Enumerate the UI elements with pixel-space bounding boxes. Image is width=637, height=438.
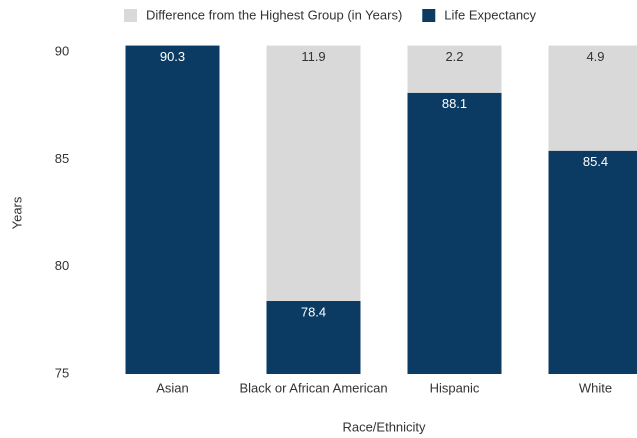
x-tick-label: Hispanic <box>430 380 480 395</box>
y-tick-label: 90 <box>55 43 69 58</box>
x-tick-label: White <box>579 380 612 395</box>
data-label: 11.9 <box>301 49 325 64</box>
legend-swatch <box>422 9 436 22</box>
legend-label: Difference from the Highest Group (in Ye… <box>146 7 402 22</box>
data-label: 2.2 <box>445 49 463 64</box>
x-tick-label: Black or African American <box>239 380 387 395</box>
bar-segment <box>125 45 220 375</box>
bar-segment <box>407 92 502 374</box>
bar-segment <box>548 45 637 151</box>
x-tick-label: Asian <box>156 380 189 395</box>
data-label: 90.3 <box>160 49 185 64</box>
bar-segment <box>266 45 361 302</box>
y-tick-label: 85 <box>55 151 69 166</box>
y-tick-label: 80 <box>55 258 69 273</box>
x-axis-title: Race/Ethnicity <box>342 419 426 434</box>
legend-label: Life Expectancy <box>444 7 536 22</box>
data-label: 78.4 <box>301 304 326 319</box>
y-tick-label: 75 <box>55 365 69 380</box>
data-label: 88.1 <box>442 96 467 111</box>
bar-segment <box>548 150 637 374</box>
data-label: 4.9 <box>586 49 604 64</box>
legend-swatch <box>124 9 137 22</box>
bar-segment <box>266 301 361 374</box>
data-label: 85.4 <box>583 154 608 169</box>
bar-segment <box>407 45 502 93</box>
y-axis-title: Years <box>9 196 24 229</box>
